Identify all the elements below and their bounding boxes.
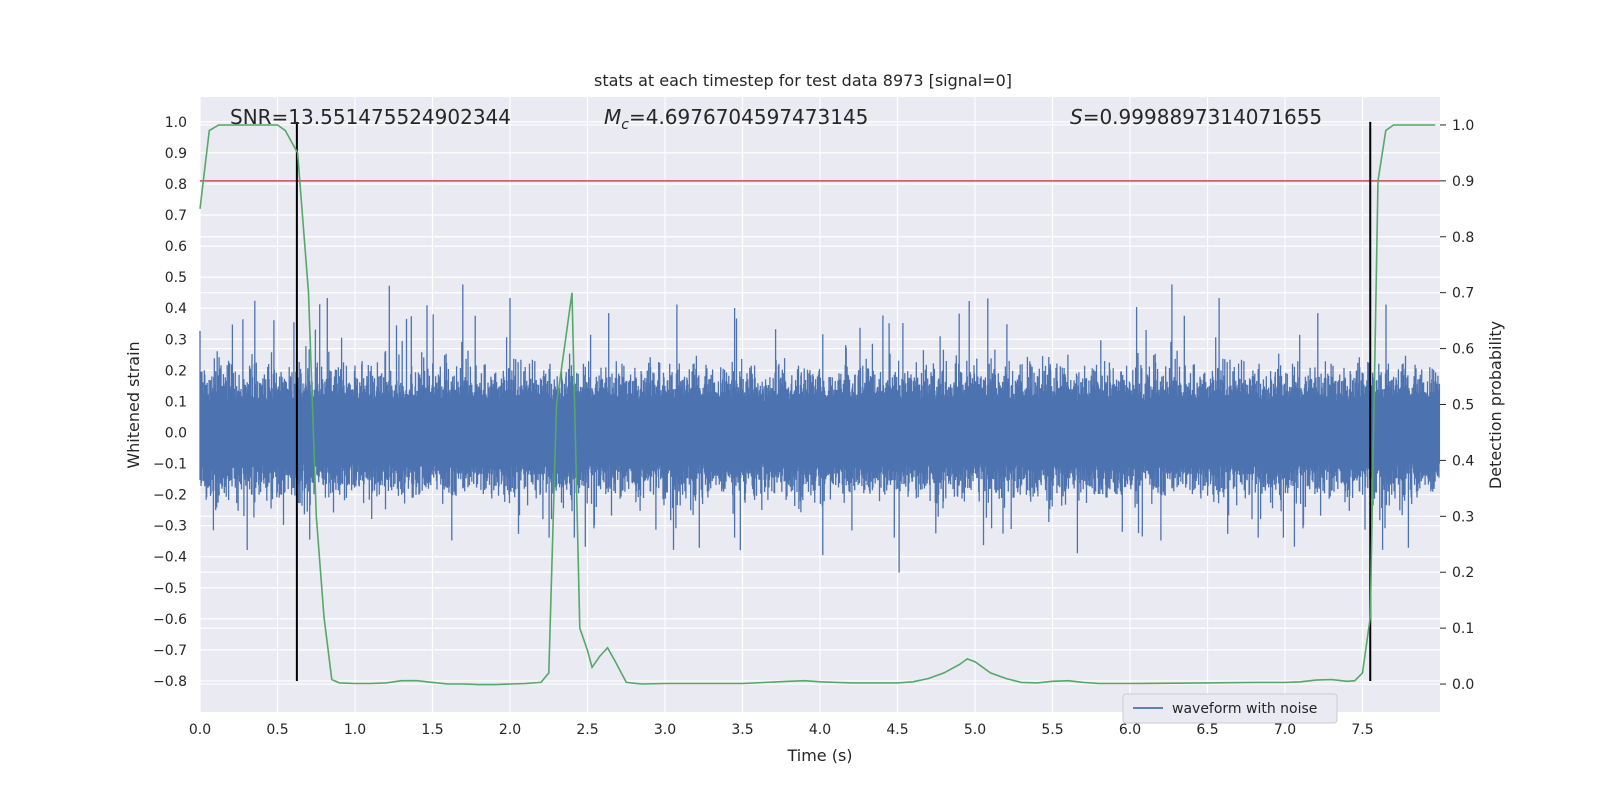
snr-annotation: SNR=13.551475524902344 bbox=[230, 105, 511, 129]
y-left-tick-label: 0.6 bbox=[165, 239, 187, 255]
score-value: =0.9998897314071655 bbox=[1083, 105, 1322, 129]
x-tick-label: 0.0 bbox=[189, 722, 211, 738]
y-right-tick-label: 0.4 bbox=[1452, 453, 1474, 469]
x-tick-label: 3.0 bbox=[654, 722, 676, 738]
y-left-tick-label: 0.2 bbox=[165, 363, 187, 379]
x-axis-label: Time (s) bbox=[786, 746, 852, 765]
probability-series-line bbox=[199, 124, 1436, 686]
legend-label: waveform with noise bbox=[1172, 701, 1317, 717]
y-right-tick-label: 0.8 bbox=[1452, 230, 1474, 246]
chirp-mass-annotation: Mc=4.6976704597473145 bbox=[604, 105, 868, 133]
y-right-tick-label: 1.0 bbox=[1452, 118, 1474, 134]
y-left-axis-label: Whitened strain bbox=[124, 341, 143, 468]
y-left-tick-label: −0.2 bbox=[153, 488, 187, 504]
y-left-tick-label: 1.0 bbox=[165, 115, 187, 131]
x-tick-label: 5.0 bbox=[964, 722, 986, 738]
x-tick-label: 2.5 bbox=[576, 722, 598, 738]
chart-title: stats at each timestep for test data 897… bbox=[594, 71, 1012, 90]
score-symbol: S bbox=[1070, 105, 1083, 129]
x-tick-label: 7.5 bbox=[1351, 722, 1373, 738]
y-left-tick-label: −0.4 bbox=[153, 550, 187, 566]
x-tick-label: 3.5 bbox=[731, 722, 753, 738]
x-tick-label: 4.5 bbox=[886, 722, 908, 738]
x-tick-label: 6.0 bbox=[1119, 722, 1141, 738]
y-right-tick-label: 0.5 bbox=[1452, 398, 1474, 414]
y-left-tick-label: 0.1 bbox=[165, 394, 187, 410]
x-tick-label: 1.5 bbox=[421, 722, 443, 738]
y-right-tick-label: 0.3 bbox=[1452, 509, 1474, 525]
y-right-tick-label: 0.9 bbox=[1452, 174, 1474, 190]
y-left-tick-label: −0.5 bbox=[153, 581, 187, 597]
x-tick-label: 5.5 bbox=[1041, 722, 1063, 738]
y-left-tick-label: 0.5 bbox=[165, 270, 187, 286]
y-left-tick-label: −0.3 bbox=[153, 519, 187, 535]
y-left-tick-label: 0.7 bbox=[165, 208, 187, 224]
y-left-tick-label: 0.9 bbox=[165, 146, 187, 162]
x-tick-label: 1.0 bbox=[344, 722, 366, 738]
y-left-tick-label: 0.4 bbox=[165, 301, 187, 317]
y-left-tick-label: −0.6 bbox=[153, 612, 187, 628]
y-left-tick-label: −0.1 bbox=[153, 457, 187, 473]
y-right-tick-label: 0.6 bbox=[1452, 342, 1474, 358]
chirp-mass-symbol: M bbox=[604, 105, 621, 129]
y-right-tick-label: 0.1 bbox=[1452, 621, 1474, 637]
legend-box bbox=[1122, 693, 1338, 724]
y-right-tick-label: 0.2 bbox=[1452, 565, 1474, 581]
y-left-tick-label: 0.8 bbox=[165, 177, 187, 193]
x-tick-label: 2.0 bbox=[499, 722, 521, 738]
y-left-tick-label: −0.8 bbox=[153, 674, 187, 690]
y-right-axis-label: Detection probability bbox=[1486, 321, 1505, 489]
waveform-series bbox=[199, 284, 1441, 573]
x-tick-label: 6.5 bbox=[1196, 722, 1218, 738]
x-tick-label: 0.5 bbox=[266, 722, 288, 738]
y-left-tick-labels: 1.0 0.9 0.8 0.7 0.6 0.5 0.4 0.3 0.2 0.1 0.0 −0.1 −0.… bbox=[153, 115, 187, 690]
chirp-mass-subscript: c bbox=[621, 117, 629, 133]
y-left-tick-label: −0.7 bbox=[153, 643, 187, 659]
y-left-tick-label: 0.0 bbox=[165, 425, 187, 441]
y-right-tick-label: 0.7 bbox=[1452, 286, 1474, 302]
x-tick-label: 7.0 bbox=[1274, 722, 1296, 738]
x-tick-labels: 0.0 0.5 1.0 1.5 2.0 2.5 3.0 3.5 4.0 4.5 5.0 5.5 6.0 6… bbox=[189, 722, 1374, 738]
y-right-tick-label: 0.0 bbox=[1452, 677, 1474, 693]
chirp-mass-value: =4.6976704597473145 bbox=[629, 105, 868, 129]
score-annotation: S=0.9998897314071655 bbox=[1070, 105, 1322, 129]
legend: waveform with noise bbox=[1122, 693, 1338, 724]
x-tick-label: 4.0 bbox=[809, 722, 831, 738]
y-left-tick-label: 0.3 bbox=[165, 332, 187, 348]
waveform-path bbox=[199, 284, 1441, 573]
y-right-tick-labels: 1.0 0.9 0.8 0.7 0.6 0.5 0.4 0.3 0.2 0.1 0.0 bbox=[1440, 118, 1474, 693]
